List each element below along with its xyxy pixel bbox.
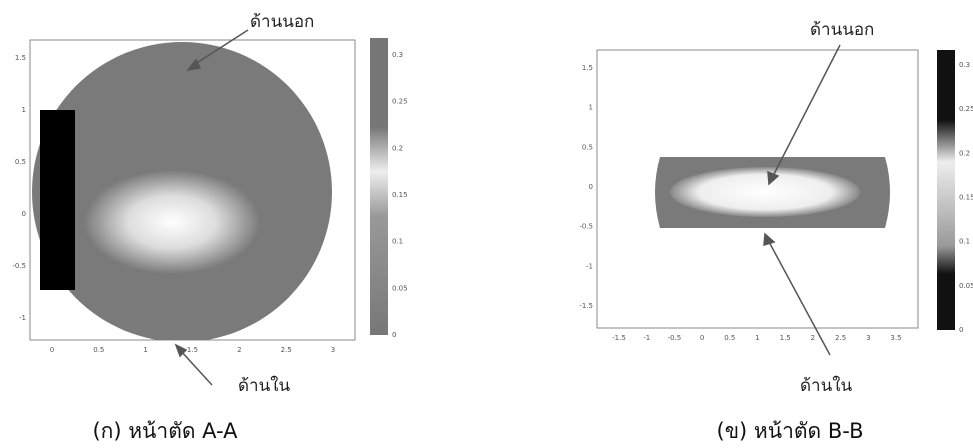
- colorbar-tick-label: 0.2: [392, 144, 403, 152]
- y-tick-label: -0.5: [579, 223, 593, 231]
- colorbar-tick-label: 0.05: [392, 284, 408, 292]
- caption: (ก) หน้าตัด A-A: [92, 419, 238, 443]
- inner-label: ด้านใน: [238, 375, 291, 396]
- dark-region: [40, 110, 75, 290]
- outer-label: ด้านนอก: [810, 20, 874, 40]
- x-tick-label: 1: [143, 346, 147, 354]
- x-tick-label: 2.5: [281, 346, 292, 354]
- arrow-head: [763, 232, 776, 247]
- arrow: [771, 44, 841, 179]
- x-tick-label: 3: [866, 334, 870, 342]
- colorbar-tick-label: 0: [959, 326, 963, 334]
- y-tick-label: -0.5: [12, 262, 26, 270]
- x-tick-label: 2: [237, 346, 241, 354]
- arrow-head: [174, 343, 188, 358]
- hot-region: [84, 170, 260, 274]
- x-tick-label: 2: [811, 334, 815, 342]
- x-tick-label: 0.5: [724, 334, 735, 342]
- colorbar-tick-label: 0.1: [959, 238, 970, 246]
- colorbar-tick-label: 0: [392, 331, 396, 339]
- x-tick-label: 2.5: [835, 334, 846, 342]
- colorbar-tick-label: 0.1: [392, 238, 403, 246]
- colorbar-tick-label: 0.2: [959, 149, 970, 157]
- colorbar-tick-label: 0.15: [392, 191, 408, 199]
- arrow: [191, 29, 249, 67]
- arrow-head: [767, 170, 780, 186]
- arrow-head: [186, 58, 202, 72]
- colorbar-tick-label: 0.15: [959, 194, 973, 202]
- y-tick-label: 1: [22, 106, 26, 114]
- y-tick-label: 0.5: [582, 143, 593, 151]
- arrow: [179, 349, 213, 386]
- x-tick-label: 3: [331, 346, 335, 354]
- x-tick-label: -0.5: [668, 334, 682, 342]
- y-tick-label: -1: [586, 262, 593, 270]
- colorbar-tick-label: 0.3: [392, 51, 403, 59]
- inner-label: ด้านใน: [800, 375, 853, 396]
- x-tick-label: 1.5: [187, 346, 198, 354]
- y-tick-label: 0: [22, 210, 26, 218]
- x-tick-label: -1: [643, 334, 650, 342]
- hot-region: [670, 167, 860, 217]
- x-tick-label: 0.5: [93, 346, 104, 354]
- x-tick-label: 3.5: [890, 334, 901, 342]
- y-tick-label: -1: [19, 314, 26, 322]
- y-tick-label: 1.5: [582, 64, 593, 72]
- y-tick-label: -1.5: [579, 302, 593, 310]
- y-tick-label: 1: [589, 104, 593, 112]
- x-tick-label: 1.5: [780, 334, 791, 342]
- arrow: [767, 239, 831, 356]
- colorbar-tick-label: 0.25: [959, 105, 973, 113]
- colorbar: [937, 50, 955, 330]
- colorbar-tick-label: 0.3: [959, 61, 970, 69]
- outer-label: ด้านนอก: [250, 12, 314, 32]
- x-tick-label: 0: [700, 334, 704, 342]
- colorbar-tick-label: 0.25: [392, 98, 408, 106]
- caption: (ข) หน้าตัด B-B: [717, 419, 864, 443]
- y-tick-label: 0.5: [15, 158, 26, 166]
- x-tick-label: -1.5: [612, 334, 626, 342]
- y-tick-label: 1.5: [15, 54, 26, 62]
- x-tick-label: 1: [755, 334, 759, 342]
- x-tick-label: 0: [50, 346, 54, 354]
- y-tick-label: 0: [589, 183, 593, 191]
- colorbar-tick-label: 0.05: [959, 282, 973, 290]
- colorbar: [370, 38, 388, 335]
